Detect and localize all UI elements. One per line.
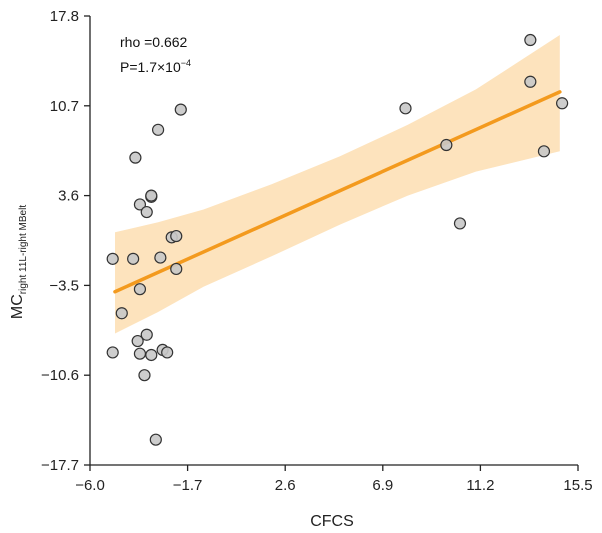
x-tick-label-3: 2.6 (275, 477, 296, 494)
data-point-15 (174, 103, 187, 116)
data-point-24 (149, 433, 162, 446)
data-point-8 (145, 189, 158, 202)
data-point-28 (524, 75, 537, 88)
x-axis-title: CFCS (310, 513, 354, 530)
y-axis-title-main: MC (9, 294, 26, 319)
axes-layer: −6.0 −1.7 2.6 6.9 11.2 15.5 17.8 10.7 3.6 −3.5 −10… (41, 8, 593, 494)
y-axis-title-subscript: right 11L-right MBelt (18, 205, 29, 295)
p-value-exponent: −4 (181, 58, 191, 68)
y-tick-label-3: 3.6 (58, 188, 79, 205)
x-tick-label-5: 11.2 (466, 477, 494, 494)
data-point-29 (524, 33, 537, 47)
y-tick-label-4: −3.5 (49, 277, 79, 294)
data-point-20 (145, 348, 158, 362)
data-point-2 (115, 307, 128, 320)
data-point-31 (556, 97, 569, 110)
y-tick-label-6: −17.7 (41, 457, 79, 474)
x-tick-label-4: 6.9 (372, 477, 393, 494)
p-value-annotation: P=1.7×10−4 (120, 58, 191, 75)
data-point-5 (133, 198, 147, 211)
points-layer (106, 33, 569, 446)
data-point-23 (138, 369, 151, 382)
y-tick-label-2: 10.7 (50, 98, 79, 115)
confidence-band-layer (115, 35, 560, 334)
data-point-3 (127, 252, 140, 265)
data-point-16 (106, 346, 119, 359)
data-point-4 (133, 283, 147, 296)
x-tick-label-2: −1.7 (173, 477, 203, 494)
confidence-band (115, 35, 560, 334)
y-tick-label-5: −10.6 (41, 367, 79, 384)
data-point-17 (131, 334, 144, 348)
y-axis-title: MCright 11L-right MBelt (9, 205, 29, 319)
regression-line (113, 90, 562, 294)
data-point-10 (151, 123, 165, 136)
data-point-6 (140, 205, 153, 219)
data-point-25 (399, 102, 412, 115)
data-point-22 (161, 346, 174, 359)
x-tick-label-6: 15.5 (563, 477, 592, 494)
fit-line-layer (113, 90, 562, 294)
x-tick-label-1: −6.0 (75, 477, 105, 494)
data-point-18 (133, 347, 147, 360)
data-point-30 (537, 145, 551, 158)
data-point-19 (140, 328, 153, 341)
p-value-text: P=1.7×10 (120, 59, 181, 75)
data-point-9 (129, 151, 142, 164)
data-point-1 (106, 252, 119, 265)
data-point-13 (170, 229, 183, 243)
y-tick-label-1: 17.8 (50, 8, 79, 25)
data-point-11 (154, 251, 167, 264)
data-point-27 (453, 217, 467, 230)
rho-annotation: rho =0.662 (120, 34, 188, 50)
data-point-14 (170, 262, 183, 276)
data-point-26 (440, 138, 453, 152)
